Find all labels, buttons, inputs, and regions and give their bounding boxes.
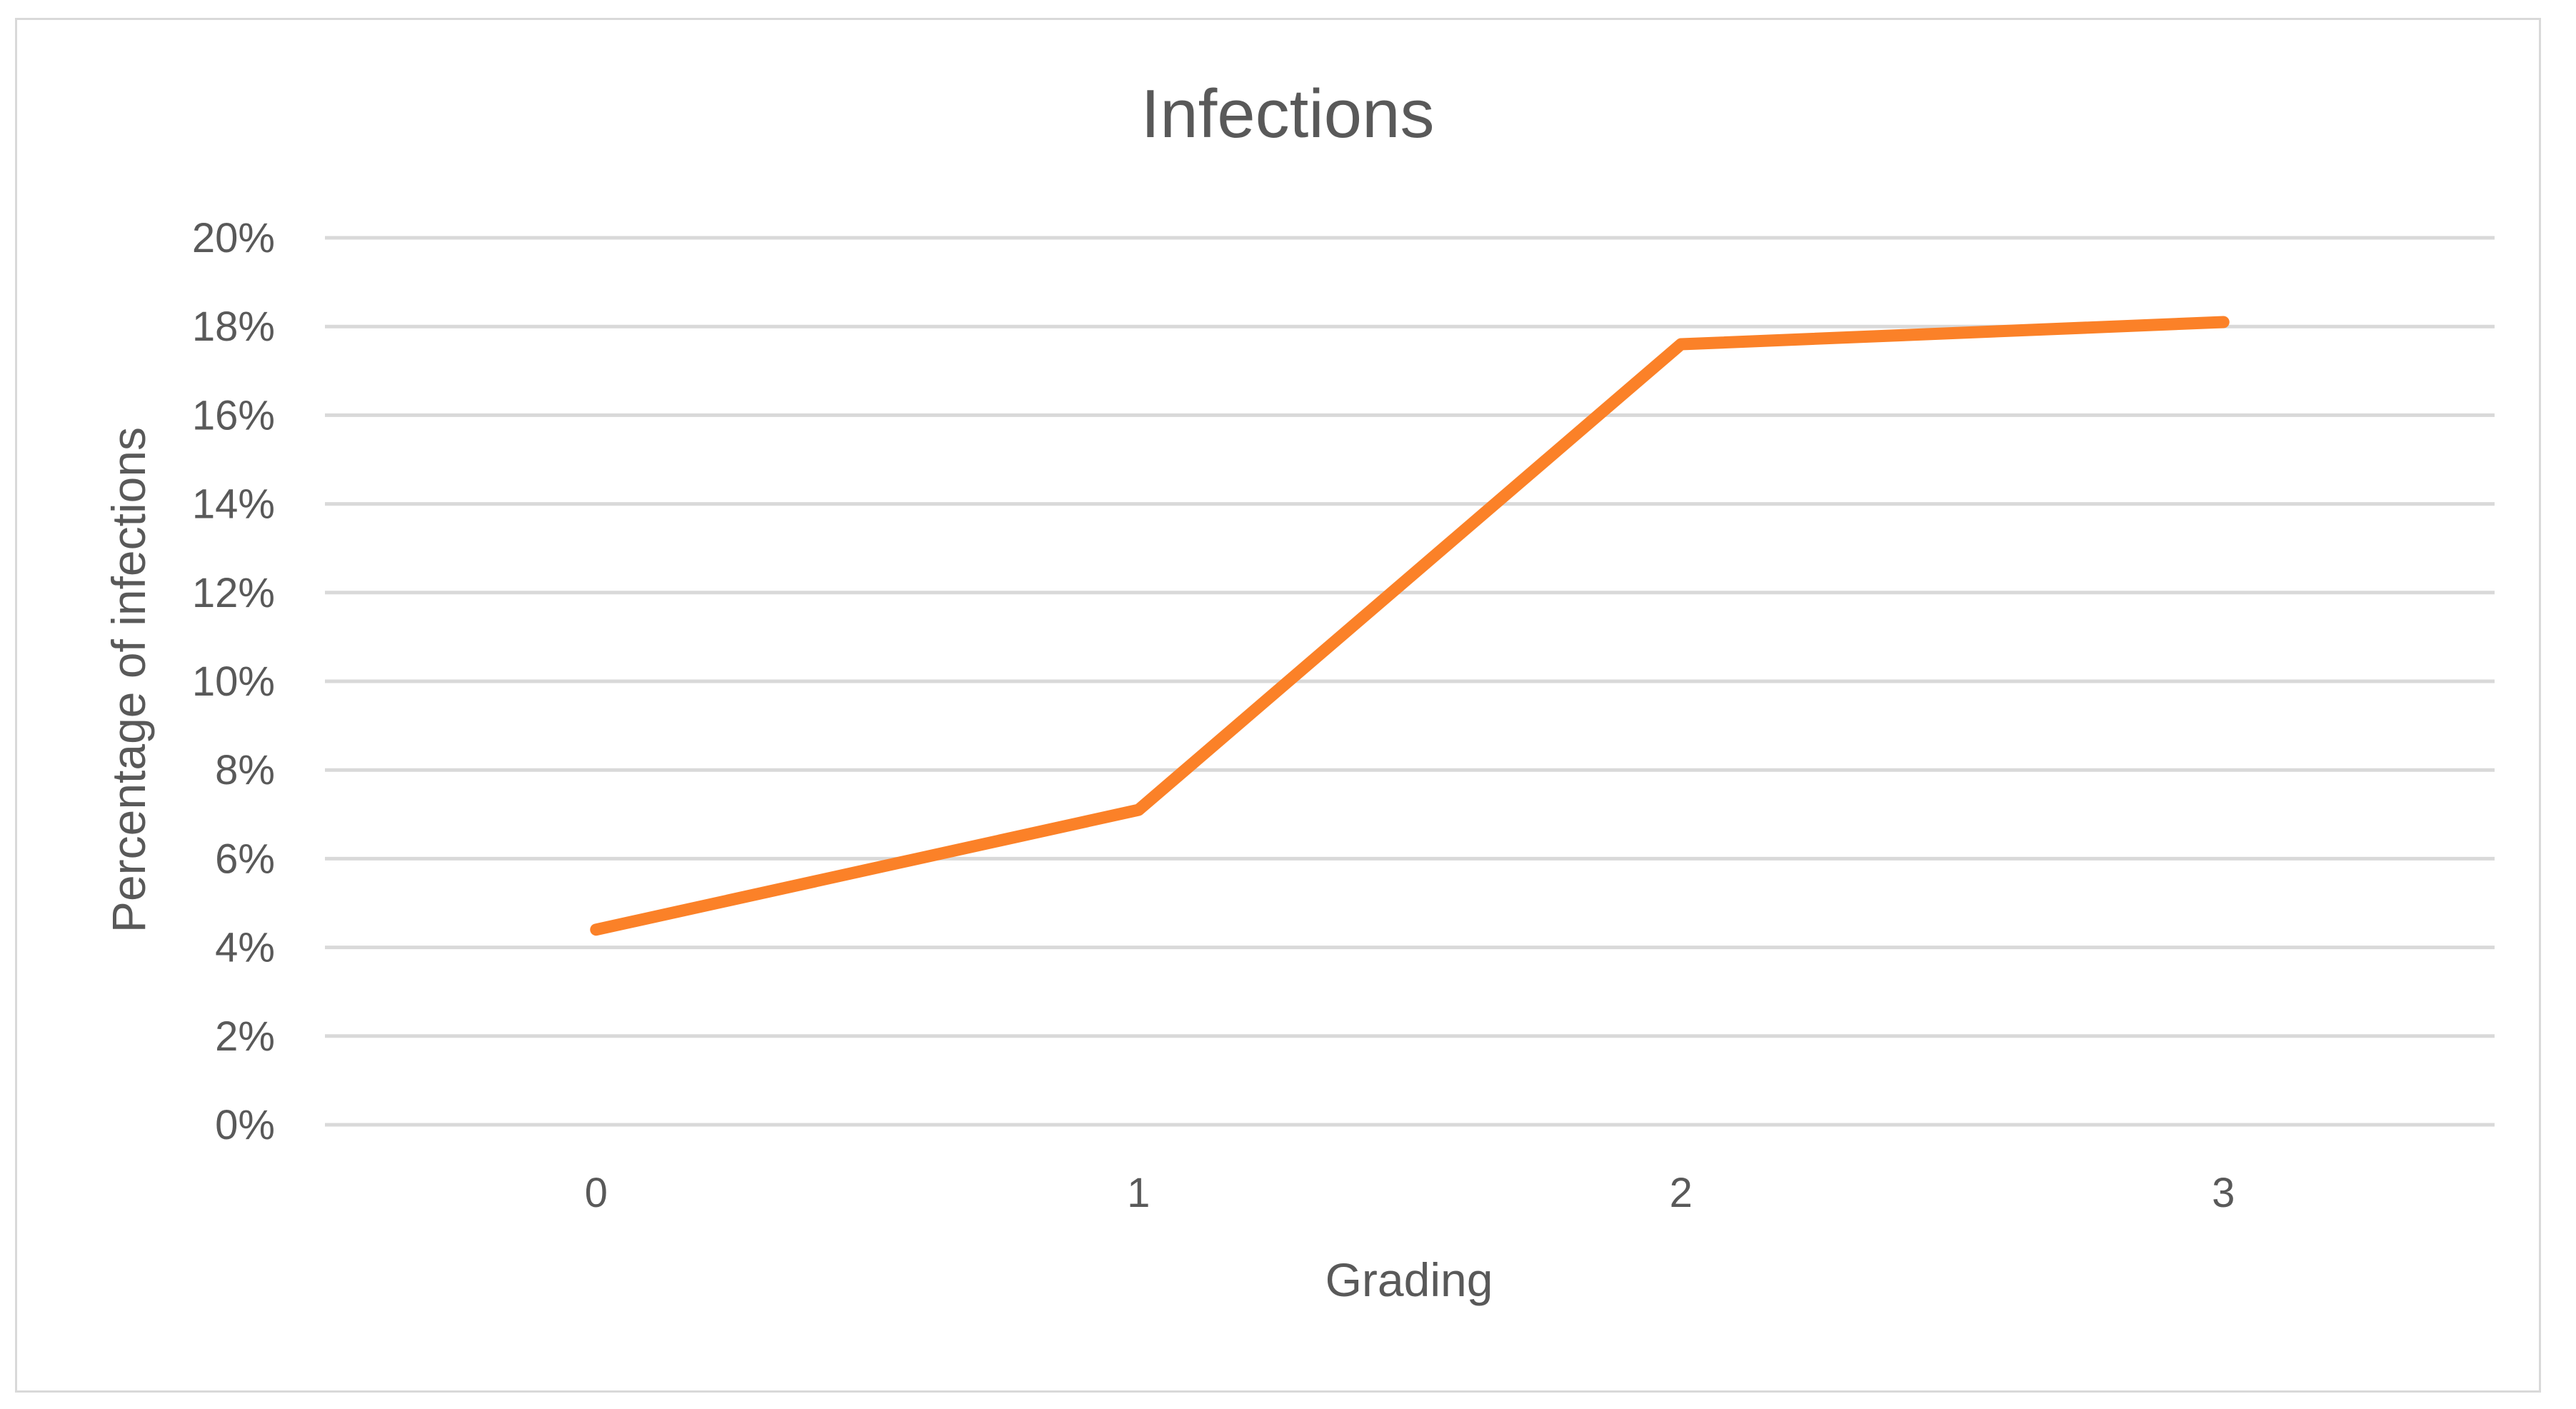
series-line xyxy=(590,316,2230,936)
series-layer xyxy=(590,316,2230,936)
y-tick-label: 12% xyxy=(192,570,275,616)
y-tick-label: 4% xyxy=(215,925,275,971)
x-tick-label: 3 xyxy=(2212,1170,2235,1216)
y-tick-label: 0% xyxy=(215,1102,275,1148)
x-tick-label: 0 xyxy=(585,1170,608,1216)
y-tick-label: 20% xyxy=(192,215,275,261)
y-tick-label: 2% xyxy=(215,1013,275,1060)
x-axis-ticks: 0 1 2 3 xyxy=(585,1170,2235,1216)
y-tick-label: 18% xyxy=(192,304,275,350)
x-tick-label: 1 xyxy=(1127,1170,1150,1216)
y-tick-label: 8% xyxy=(215,747,275,793)
y-axis-ticks: 0% 2% 4% 6% 8% 10% 12% 14% 16% 18% 20% xyxy=(192,215,275,1148)
y-tick-label: 14% xyxy=(192,481,275,528)
x-tick-label: 2 xyxy=(1670,1170,1693,1216)
y-tick-label: 16% xyxy=(192,392,275,438)
chart-title: Infections xyxy=(1141,76,1435,152)
chart-frame xyxy=(15,18,2541,1393)
x-axis-label: Grading xyxy=(1325,1253,1493,1306)
gridlines xyxy=(325,236,2495,1127)
y-tick-label: 10% xyxy=(192,658,275,705)
y-axis-label: Percentage of infections xyxy=(102,427,155,933)
y-tick-label: 6% xyxy=(215,836,275,882)
